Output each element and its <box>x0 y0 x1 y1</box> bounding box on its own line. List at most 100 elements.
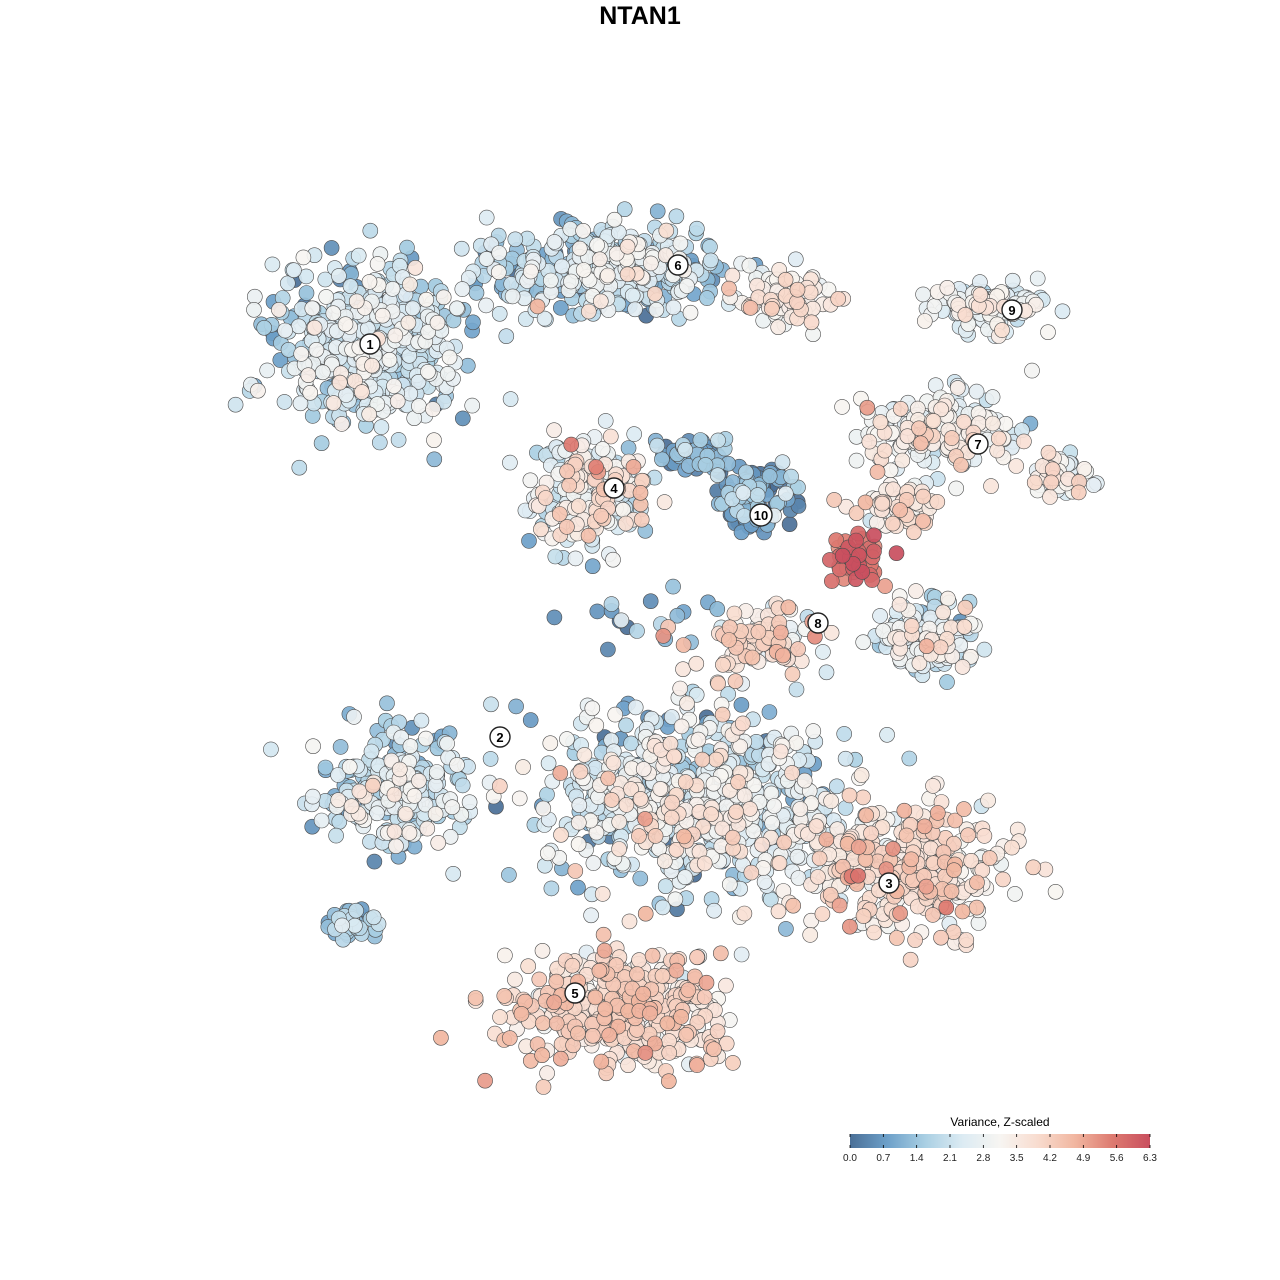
scatter-point <box>591 251 608 268</box>
scatter-point <box>772 743 789 760</box>
cluster-label-2: 2 <box>489 726 511 748</box>
scatter-point <box>679 695 695 712</box>
scatter-point <box>563 436 580 453</box>
scatter-point <box>666 748 682 765</box>
scatter-point <box>325 395 342 411</box>
scatter-point <box>709 1023 726 1040</box>
scatter-point <box>637 811 653 827</box>
scatter-point <box>445 865 462 882</box>
scatter-point <box>980 792 996 809</box>
scatter-point <box>599 267 616 284</box>
scatter-point <box>542 272 559 289</box>
scatter-point <box>513 1006 530 1022</box>
scatter-point <box>454 777 471 794</box>
scatter-point <box>427 806 444 822</box>
scatter-point <box>669 607 686 624</box>
scatter-point <box>374 307 391 324</box>
scatter-point <box>777 485 794 502</box>
scatter-point <box>696 989 713 1005</box>
scatter-point <box>764 815 780 831</box>
scatter-point <box>613 612 630 629</box>
scatter-point <box>771 855 788 871</box>
colorbar-gradient <box>850 1134 1150 1148</box>
scatter-point <box>1070 484 1087 501</box>
scatter-point <box>663 809 680 826</box>
scatter-point <box>276 394 293 410</box>
cluster-label-8: 8 <box>807 612 829 634</box>
scatter-point <box>390 432 407 448</box>
scatter-point <box>350 247 367 264</box>
scatter-point <box>246 301 262 318</box>
scatter-point <box>789 848 806 865</box>
scatter-point <box>659 1015 676 1032</box>
cluster-label-9: 9 <box>1001 299 1023 321</box>
scatter-point <box>317 759 334 776</box>
scatter-point <box>543 880 560 897</box>
scatter-point <box>709 467 726 484</box>
scatter-point <box>654 451 670 468</box>
scatter-point <box>427 777 444 794</box>
scatter-point <box>576 747 593 763</box>
scatter-point <box>957 599 974 616</box>
scatter-point <box>627 301 643 318</box>
cluster-label-text: 8 <box>814 616 821 631</box>
scatter-point <box>698 974 715 991</box>
scatter-point <box>570 814 587 831</box>
scatter-point <box>483 696 499 713</box>
scatter-point <box>790 641 806 657</box>
scatter-point <box>404 300 421 317</box>
scatter-point <box>726 605 743 622</box>
scatter-point <box>826 492 843 508</box>
scatter-point <box>703 806 719 823</box>
scatter-point <box>652 781 669 797</box>
scatter-point <box>331 374 348 391</box>
scatter-point <box>969 874 985 891</box>
scatter-point <box>464 397 481 414</box>
cluster-label-text: 5 <box>571 986 578 1001</box>
scatter-point <box>354 384 370 400</box>
scatter-point <box>449 757 465 773</box>
scatter-point <box>866 543 882 560</box>
scatter-point <box>818 831 835 848</box>
scatter-point <box>597 413 614 429</box>
scatter-point <box>924 907 941 923</box>
scatter-point <box>908 583 924 599</box>
scatter-point <box>742 300 759 316</box>
scatter-point <box>247 288 263 305</box>
scatter-point <box>656 494 673 510</box>
scatter-point <box>770 903 787 920</box>
scatter-point <box>478 209 495 226</box>
scatter-point <box>1047 883 1064 900</box>
scatter-point <box>708 751 724 768</box>
scatter-point <box>584 1028 601 1044</box>
scatter-point <box>271 301 287 318</box>
scatter-point <box>918 638 935 655</box>
scatter-point <box>406 788 423 804</box>
scatter-point <box>644 947 661 964</box>
scatter-point <box>453 240 470 257</box>
scatter-point <box>772 624 789 641</box>
scatter-point <box>1044 461 1061 478</box>
scatter-point <box>263 741 279 758</box>
scatter-point <box>593 1053 610 1070</box>
scatter-point <box>341 759 358 775</box>
scatter-point <box>629 966 645 982</box>
scatter-point <box>534 942 551 959</box>
scatter-point <box>386 786 403 803</box>
scatter-point <box>850 839 867 855</box>
scatter-point <box>594 441 611 457</box>
scatter-point <box>863 825 879 842</box>
colorbar-tick-label: 4.2 <box>1043 1153 1057 1164</box>
cluster-label-text: 2 <box>496 730 503 745</box>
scatter-point <box>365 909 382 926</box>
scatter-point <box>504 288 521 305</box>
cluster-label-text: 7 <box>974 437 981 452</box>
scatter-point <box>894 452 911 469</box>
scatter-point <box>580 303 597 320</box>
scatter-point <box>318 289 335 305</box>
cluster-label-text: 10 <box>754 508 768 523</box>
scatter-point <box>727 673 744 690</box>
scatter-point <box>954 903 971 920</box>
scatter-point <box>346 709 362 725</box>
scatter-point <box>601 1027 618 1043</box>
